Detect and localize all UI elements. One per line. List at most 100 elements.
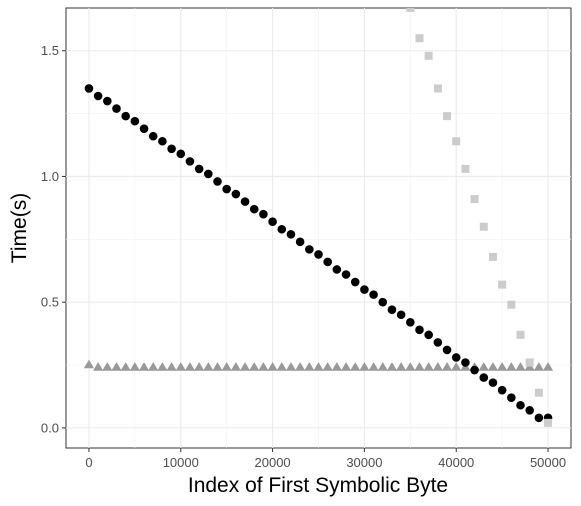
- triangle-point: [148, 362, 159, 371]
- square-point: [470, 195, 479, 204]
- square-point: [525, 358, 534, 367]
- square-point: [461, 164, 470, 173]
- triangle-point: [396, 362, 407, 371]
- triangle-point: [203, 362, 214, 371]
- circle-point: [470, 365, 479, 375]
- triangle-point: [166, 362, 177, 371]
- square-point: [534, 388, 543, 397]
- triangle-point: [276, 362, 287, 371]
- circle-point: [176, 149, 186, 159]
- triangle-point: [377, 362, 388, 371]
- circle-point: [415, 325, 424, 335]
- y-tick-label: 1.0: [41, 169, 59, 184]
- circle-point: [93, 91, 103, 101]
- triangle-point: [194, 362, 205, 371]
- triangle-point: [487, 362, 499, 371]
- circle-point: [240, 197, 250, 206]
- triangle-point: [258, 362, 269, 371]
- circle-point: [341, 270, 351, 279]
- series-triangle-points: [83, 359, 554, 371]
- circle-point: [396, 310, 406, 320]
- triangle-point: [405, 362, 416, 371]
- square-point: [479, 222, 488, 231]
- triangle-point: [451, 362, 462, 371]
- circle-point: [488, 378, 498, 387]
- circle-point: [424, 330, 433, 340]
- circle-point: [332, 265, 342, 274]
- circle-point: [305, 245, 314, 254]
- circle-point: [378, 297, 388, 307]
- triangle-point: [249, 362, 260, 371]
- circle-point: [516, 400, 525, 410]
- y-tick-label: 0.5: [41, 295, 59, 310]
- triangle-point: [304, 362, 315, 371]
- circle-point: [103, 96, 112, 106]
- x-tick-label: 10000: [163, 455, 199, 470]
- circle-point: [350, 277, 360, 287]
- circle-point: [222, 184, 231, 194]
- triangle-point: [239, 362, 251, 371]
- triangle-point: [368, 362, 379, 371]
- circle-point: [451, 353, 461, 362]
- square-point: [406, 8, 415, 12]
- square-point: [507, 300, 516, 309]
- square-point: [424, 51, 433, 60]
- y-tick-label: 0.0: [41, 420, 59, 435]
- triangle-point: [138, 362, 150, 371]
- circle-point: [442, 345, 452, 355]
- circle-point: [185, 157, 195, 166]
- triangle-point: [542, 362, 554, 371]
- triangle-point: [120, 362, 131, 371]
- circle-point: [259, 209, 268, 219]
- x-tick-label: 50000: [530, 455, 566, 470]
- triangle-point: [414, 362, 425, 371]
- triangle-point: [441, 362, 453, 371]
- circle-point: [323, 257, 332, 267]
- circle-point: [406, 317, 415, 327]
- triangle-point: [129, 362, 140, 371]
- circle-point: [84, 84, 94, 93]
- circle-point: [479, 373, 489, 382]
- triangle-point: [295, 362, 306, 371]
- triangle-point: [432, 362, 443, 371]
- triangle-point: [212, 362, 223, 371]
- axes: 0 10000 20000 30000 40000 50000 0.0 0.5 1.0 1.5: [41, 43, 566, 470]
- triangle-point: [322, 362, 333, 371]
- triangle-point: [285, 362, 297, 371]
- circle-point: [497, 385, 507, 395]
- triangle-point: [313, 362, 324, 371]
- x-tick-label: 20000: [255, 455, 291, 470]
- triangle-point: [102, 362, 113, 371]
- triangle-point: [331, 362, 342, 371]
- x-tick-label: 0: [85, 455, 92, 470]
- circle-point: [360, 285, 369, 294]
- circle-point: [231, 189, 241, 199]
- triangle-point: [175, 362, 186, 371]
- triangle-point: [359, 362, 370, 371]
- square-point: [488, 252, 497, 261]
- circle-point: [277, 224, 287, 234]
- triangle-point: [423, 362, 434, 371]
- circle-point: [194, 164, 204, 174]
- circle-point: [204, 169, 213, 179]
- y-axis-title: Time(s): [8, 193, 31, 263]
- circle-point: [534, 413, 544, 423]
- square-point: [544, 418, 553, 427]
- square-point: [516, 330, 525, 339]
- circle-point: [112, 104, 121, 113]
- series-circle-points: [84, 84, 553, 423]
- grid-lines: [66, 8, 571, 448]
- square-point: [498, 280, 507, 289]
- triangle-point: [184, 362, 196, 371]
- circle-point: [167, 144, 176, 154]
- square-point: [433, 84, 442, 93]
- triangle-point: [93, 362, 104, 371]
- triangle-point: [340, 362, 352, 371]
- triangle-point: [533, 362, 544, 371]
- square-point: [452, 137, 461, 146]
- circle-point: [314, 250, 323, 259]
- triangle-point: [111, 362, 122, 371]
- circle-point: [369, 290, 378, 299]
- circle-point: [525, 405, 534, 415]
